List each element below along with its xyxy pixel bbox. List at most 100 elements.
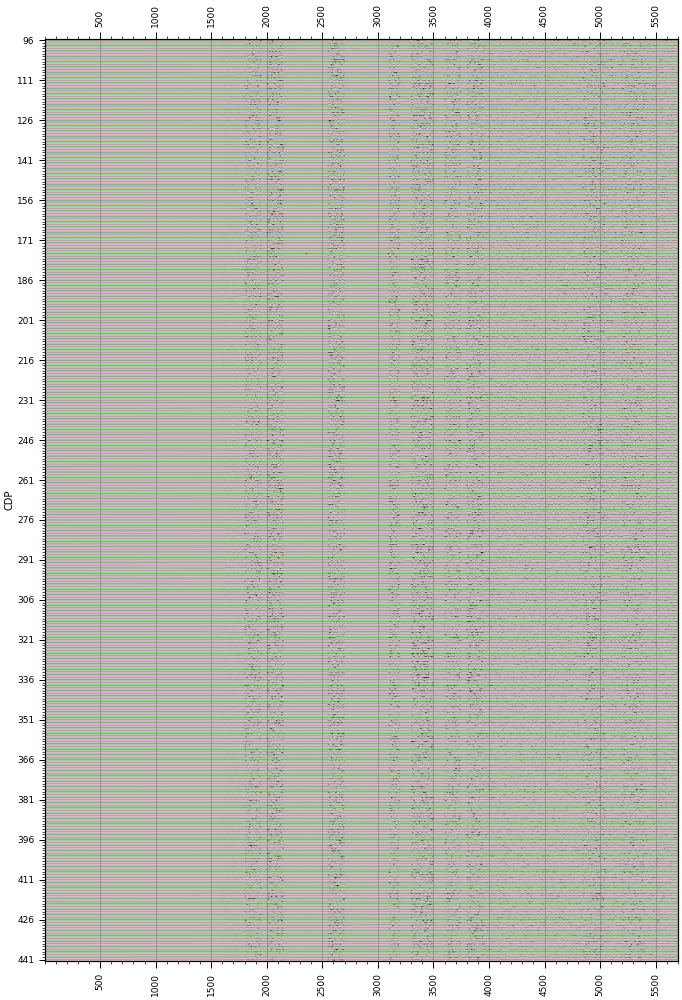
Bar: [44, 393, 678, 396]
Bar: [44, 444, 678, 447]
Bar: [44, 409, 678, 412]
Bar: [44, 782, 678, 785]
Bar: [44, 876, 678, 878]
Bar: [44, 55, 678, 58]
Bar: [44, 377, 678, 380]
Bar: [44, 937, 678, 940]
Bar: [44, 758, 678, 761]
Bar: [44, 207, 678, 210]
Bar: [44, 212, 678, 215]
Bar: [44, 942, 678, 945]
Bar: [44, 321, 678, 324]
Bar: [44, 617, 678, 620]
Bar: [44, 652, 678, 655]
Bar: [44, 202, 678, 204]
Bar: [44, 924, 678, 926]
Bar: [44, 673, 678, 676]
Bar: [44, 497, 678, 500]
Bar: [44, 945, 678, 948]
Bar: [44, 329, 678, 332]
Bar: [44, 215, 678, 218]
Bar: [44, 745, 678, 748]
Bar: [44, 833, 678, 836]
Bar: [44, 897, 678, 900]
Bar: [44, 956, 678, 958]
Bar: [44, 588, 678, 591]
Bar: [44, 127, 678, 130]
Bar: [44, 679, 678, 681]
Bar: [44, 465, 678, 468]
Bar: [44, 556, 678, 559]
Bar: [44, 529, 678, 532]
Bar: [44, 308, 678, 311]
Bar: [44, 798, 678, 801]
Bar: [44, 191, 678, 194]
Bar: [44, 900, 678, 902]
Bar: [44, 537, 678, 540]
Bar: [44, 684, 678, 687]
Bar: [44, 76, 678, 79]
Bar: [44, 265, 678, 268]
Bar: [44, 39, 678, 42]
Bar: [44, 218, 678, 220]
Bar: [44, 388, 678, 391]
Bar: [44, 892, 678, 894]
Bar: [44, 543, 678, 545]
Bar: [44, 369, 678, 372]
Bar: [44, 178, 678, 180]
Bar: [44, 71, 678, 74]
Bar: [44, 908, 678, 910]
Bar: [44, 481, 678, 484]
Bar: [44, 50, 678, 52]
Bar: [44, 628, 678, 631]
Bar: [44, 151, 678, 154]
Bar: [44, 108, 678, 111]
Bar: [44, 569, 678, 572]
Bar: [44, 236, 678, 239]
Bar: [44, 332, 678, 335]
Bar: [44, 401, 678, 404]
Bar: [44, 103, 678, 106]
Bar: [44, 449, 678, 452]
Bar: [44, 281, 678, 284]
Bar: [44, 649, 678, 652]
Bar: [44, 609, 678, 612]
Bar: [44, 164, 678, 167]
Bar: [44, 841, 678, 844]
Bar: [44, 460, 678, 463]
Bar: [44, 74, 678, 76]
Bar: [44, 359, 678, 361]
Bar: [44, 172, 678, 175]
Bar: [44, 476, 678, 479]
Bar: [44, 148, 678, 151]
Bar: [44, 351, 678, 353]
Bar: [44, 567, 678, 569]
Bar: [44, 700, 678, 703]
Bar: [44, 631, 678, 633]
Bar: [44, 90, 678, 92]
Bar: [44, 180, 678, 183]
Bar: [44, 367, 678, 369]
Bar: [44, 687, 678, 689]
Bar: [44, 689, 678, 692]
Bar: [44, 905, 678, 908]
Bar: [44, 793, 678, 796]
Bar: [44, 364, 678, 367]
Bar: [44, 633, 678, 636]
Bar: [44, 564, 678, 567]
Bar: [44, 676, 678, 679]
Bar: [44, 500, 678, 503]
Bar: [44, 52, 678, 55]
Bar: [44, 124, 678, 127]
Bar: [44, 729, 678, 732]
Bar: [44, 210, 678, 212]
Bar: [44, 44, 678, 47]
Bar: [44, 119, 678, 122]
Bar: [44, 740, 678, 743]
Bar: [44, 146, 678, 148]
Bar: [44, 772, 678, 774]
Bar: [44, 249, 678, 252]
Bar: [44, 532, 678, 535]
Bar: [44, 516, 678, 519]
Bar: [44, 441, 678, 444]
